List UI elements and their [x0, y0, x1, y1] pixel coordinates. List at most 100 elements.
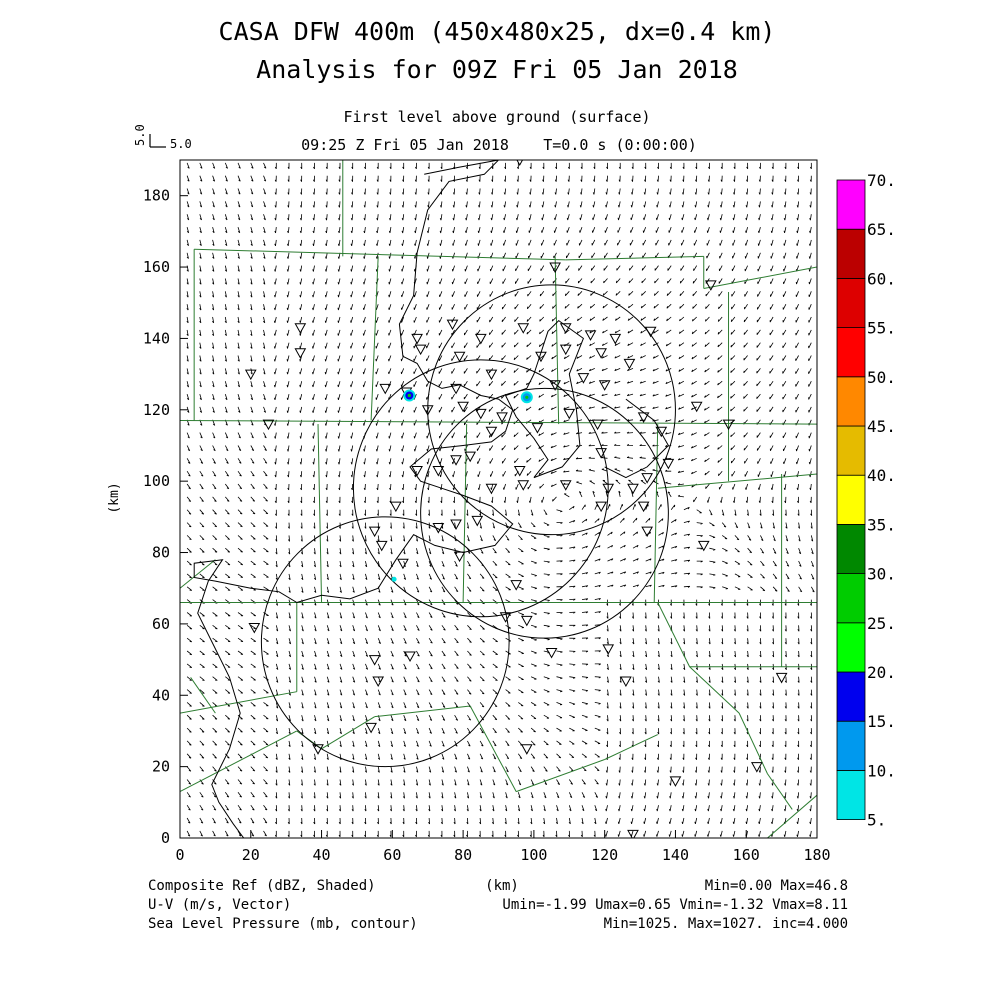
station-marker [584, 330, 597, 341]
level-label: First level above ground (surface) [343, 108, 650, 126]
station-marker [595, 348, 607, 359]
station-marker [535, 351, 547, 363]
station-marker [390, 501, 402, 513]
colorbar-segment [836, 573, 866, 624]
county-border [657, 473, 817, 489]
colorbar-label: 40. [867, 466, 896, 485]
station-marker [262, 419, 275, 431]
x-tick-label: 140 [662, 846, 689, 864]
reflectivity-cell-core [407, 393, 411, 398]
colorbar-label: 25. [867, 614, 896, 633]
reflectivity-cell-core [525, 395, 529, 399]
station-marker [520, 744, 533, 755]
station-marker [421, 405, 434, 416]
station-marker [623, 358, 636, 370]
station-marker [545, 647, 558, 659]
county-border [653, 424, 659, 603]
station-marker [411, 465, 423, 477]
county-border [194, 248, 566, 261]
y-tick-label: 180 [143, 187, 170, 205]
county-border [374, 705, 471, 718]
colorbar-segment [836, 327, 866, 378]
pressure-contour [504, 319, 585, 479]
station-marker [662, 458, 675, 470]
station-marker [602, 644, 615, 655]
station-marker [312, 744, 324, 755]
y-tick-label: 0 [161, 829, 170, 847]
station-marker [722, 419, 735, 431]
colorbar-label: 45. [867, 417, 896, 436]
footer-xunit: (km) [485, 878, 519, 894]
station-marker [464, 451, 477, 463]
station-marker [704, 280, 717, 291]
y-axis: 0 20 40 60 80 100 120 140 160 180 [143, 187, 188, 847]
station-marker [609, 333, 622, 345]
colorbar-segment [836, 228, 866, 279]
plot-area [179, 159, 818, 839]
station-marker [549, 380, 561, 391]
colorbar-label: 70. [867, 171, 896, 190]
y-axis-label: (km) [107, 482, 122, 513]
station-marker [637, 412, 650, 423]
station-markers [244, 160, 788, 838]
colorbar-label: 30. [867, 565, 896, 584]
colorbar: 5. 10. 15. 20. 25. 30. 35. 40. 45. 50. 55. 60. 65. 70… [836, 171, 896, 830]
plot-frame [179, 159, 818, 839]
reference-vector: 5.0 5.0 [133, 124, 192, 151]
y-tick-label: 40 [152, 686, 170, 704]
y-tick-label: 160 [143, 258, 170, 276]
footer-field1-stats: Min=0.00 Max=46.8 [705, 878, 848, 894]
colorbar-segment [836, 720, 866, 771]
radar-range-rings [260, 284, 676, 768]
station-marker [655, 426, 668, 438]
station-marker [411, 333, 423, 345]
x-tick-label: 120 [591, 846, 618, 864]
county-border [657, 602, 691, 667]
range-ring [420, 387, 669, 639]
station-marker [595, 501, 607, 513]
ref-vector-label: 5.0 [170, 137, 192, 151]
model-time: T=0.0 s (0:00:00) [543, 136, 697, 154]
colorbar-segment [836, 277, 866, 328]
x-tick-label: 100 [520, 846, 547, 864]
station-marker [248, 622, 261, 634]
station-marker [404, 651, 416, 663]
station-marker [595, 448, 607, 459]
station-marker [517, 480, 530, 491]
wind-vectors [186, 162, 815, 838]
footer-field3-stats: Min=1025. Max=1027. inc=4.000 [604, 916, 848, 932]
y-tick-label: 140 [143, 329, 170, 347]
station-marker [450, 383, 462, 395]
station-marker [496, 412, 508, 423]
station-marker [450, 455, 462, 466]
station-marker [637, 501, 650, 513]
footer-field2: U-V (m/s, Vector) [148, 897, 291, 913]
station-marker [368, 526, 381, 538]
county-border [565, 255, 704, 261]
colorbar-label: 5. [867, 811, 886, 830]
colorbar-segment [836, 425, 866, 476]
pressure-contours [193, 160, 670, 838]
colorbar-segment [836, 671, 866, 722]
ref-vector-label-vertical: 5.0 [133, 124, 147, 146]
station-marker [620, 676, 632, 688]
colorbar-segment [836, 474, 866, 525]
station-marker [520, 615, 533, 627]
station-marker [457, 401, 469, 413]
title-line1: CASA DFW 400m (450x480x25, dx=0.4 km) [219, 17, 776, 46]
colorbar-label: 20. [867, 663, 896, 682]
station-marker [432, 523, 445, 534]
station-marker [474, 333, 487, 345]
station-marker [368, 655, 381, 666]
station-marker [559, 323, 572, 334]
county-border [703, 266, 817, 289]
county-border [370, 256, 379, 421]
range-ring [352, 359, 609, 618]
county-border [190, 677, 216, 714]
y-tick-label: 60 [152, 615, 170, 633]
colorbar-segment [836, 622, 866, 673]
county-border [689, 666, 740, 714]
station-marker [485, 483, 498, 495]
colorbar-segment [836, 524, 866, 575]
